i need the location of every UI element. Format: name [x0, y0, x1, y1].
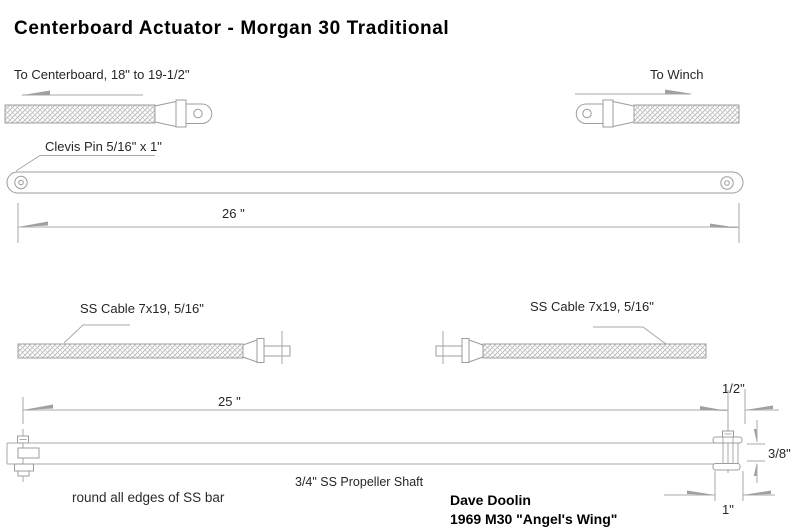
- cable-right-collar: [602, 99, 614, 128]
- dim-half-arrow-icon: [745, 405, 773, 410]
- actuator-bar-right-hole-center: [724, 180, 730, 186]
- ss-cable-left-collar: [256, 338, 265, 363]
- actuator-bar-body: [6, 171, 744, 194]
- shaft-right-clevis-fitting: [712, 390, 743, 473]
- left-bolt-washer: [17, 470, 30, 477]
- ss-cable-right-assembly: SS Cable 7x19, 5/16": [435, 299, 707, 364]
- cable-left-eye-hole: [193, 108, 203, 119]
- winch-cable-assembly: To Winch: [575, 67, 740, 128]
- clevis-pin-leader-line: [15, 155, 155, 172]
- ss-cable-right-collar: [461, 338, 470, 363]
- dim-half-text: 1/2": [722, 381, 745, 396]
- ss-cable-left-label: SS Cable 7x19, 5/16": [80, 301, 204, 316]
- cable-right-swage-taper: [612, 100, 635, 128]
- round-edges-note: round all edges of SS bar: [72, 490, 225, 505]
- dim-26-arrow-right-icon: [710, 223, 739, 228]
- dim-25-arrow-right-icon: [700, 406, 728, 411]
- ss-cable-left-body: [17, 343, 244, 359]
- dim-1-arrow-left-icon: [687, 490, 715, 495]
- author-name: Dave Doolin: [450, 492, 531, 508]
- ss-cable-right-body: [482, 343, 707, 359]
- right-lower-tab: [712, 463, 741, 471]
- ss-cable-left-stud: [263, 345, 291, 357]
- dim-25-text: 25 ": [218, 394, 241, 409]
- dim-1-arrow-right-icon: [743, 490, 771, 495]
- left-fitting-slot: [17, 447, 40, 459]
- dim-26-text: 26 ": [222, 206, 245, 221]
- cable-left-collar: [175, 99, 187, 128]
- to-winch-label: To Winch: [650, 67, 703, 82]
- ss-cable-left-leader-line: [63, 324, 130, 344]
- dim-38-arrow-up-icon: [753, 462, 757, 476]
- shaft-left-bolt-fitting: [14, 429, 40, 482]
- dimension-one-inch: 1": [664, 471, 775, 517]
- dimension-25in: 25 ": [22, 394, 728, 424]
- dim-26-arrow-left-icon: [18, 221, 48, 227]
- clevis-pin-callout: Clevis Pin 5/16" x 1": [15, 139, 162, 172]
- ss-cable-right-label: SS Cable 7x19, 5/16": [530, 299, 654, 314]
- boat-name: 1969 M30 "Angel's Wing": [450, 511, 617, 527]
- centerboard-cable-assembly: To Centerboard, 18" to 19-1/2": [4, 67, 213, 128]
- drawing-title: Centerboard Actuator - Morgan 30 Traditi…: [14, 18, 449, 39]
- clevis-pin-label: Clevis Pin 5/16" x 1": [45, 139, 162, 154]
- dim-38-arrow-down-icon: [753, 429, 757, 443]
- left-bolt-nut: [14, 463, 34, 472]
- propeller-shaft-bar: [6, 442, 739, 465]
- to-centerboard-arrow-icon: [20, 90, 50, 96]
- ss-cable-right-leader-line: [593, 326, 667, 345]
- prop-shaft-label: 3/4" SS Propeller Shaft: [295, 475, 424, 489]
- cable-right-body: [633, 104, 740, 124]
- ss-cable-left-assembly: SS Cable 7x19, 5/16": [17, 301, 291, 364]
- dim-25-arrow-left-icon: [23, 404, 53, 410]
- right-upper-tab: [712, 436, 743, 444]
- to-winch-arrow-icon: [665, 89, 693, 94]
- to-centerboard-label: To Centerboard, 18" to 19-1/2": [14, 67, 190, 82]
- cable-left-swage-taper: [154, 100, 177, 128]
- cable-right-eye-hole: [582, 108, 592, 119]
- dim-38-text: 3/8": [768, 446, 791, 461]
- dim-1-text: 1": [722, 502, 734, 517]
- dimension-26in: 26 ": [17, 203, 740, 243]
- dimension-three-eighths: 3/8": [747, 420, 791, 483]
- actuator-bar-left-hole-center: [18, 179, 24, 186]
- ss-cable-right-stud: [435, 345, 463, 357]
- actuator-bar: [6, 171, 744, 194]
- cable-left-body: [4, 104, 156, 124]
